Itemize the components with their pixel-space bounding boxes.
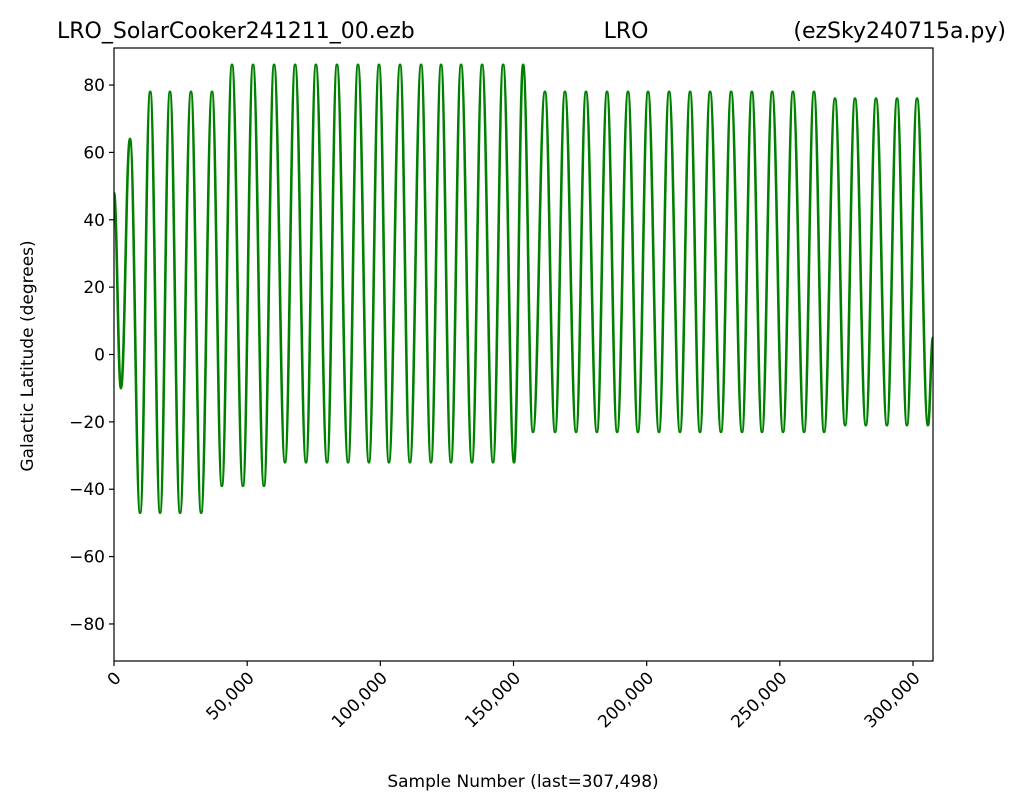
x-axis-label: Sample Number (last=307,498) (387, 772, 658, 792)
x-tick-label: 0 (104, 668, 126, 690)
data-line (114, 63, 933, 515)
y-tick-label: 60 (83, 143, 105, 163)
y-tick-label: 0 (94, 346, 105, 366)
chart-title-center: LRO (604, 19, 649, 44)
x-tick-label: 200,000 (594, 668, 658, 732)
chart-title-right: (ezSky240715a.py) (793, 19, 1006, 44)
x-tick-label: 250,000 (728, 668, 792, 732)
x-tick-label: 100,000 (328, 668, 392, 732)
x-tick-label: 300,000 (861, 668, 925, 732)
y-tick-label: −80 (69, 615, 105, 635)
y-tick-label: −20 (69, 413, 105, 433)
y-tick-label: 80 (83, 76, 105, 96)
plot-frame (113, 47, 934, 662)
chart-title-left: LRO_SolarCooker241211_00.ezb (57, 19, 415, 44)
y-axis-label: Galactic Latitude (degrees) (18, 240, 38, 471)
y-tick-label: −40 (69, 480, 105, 500)
y-tick-label: −60 (69, 548, 105, 568)
y-tick-label: 40 (83, 211, 105, 231)
y-tick-label: 20 (83, 278, 105, 298)
x-tick-label: 50,000 (203, 668, 259, 724)
x-tick-label: 150,000 (461, 668, 525, 732)
